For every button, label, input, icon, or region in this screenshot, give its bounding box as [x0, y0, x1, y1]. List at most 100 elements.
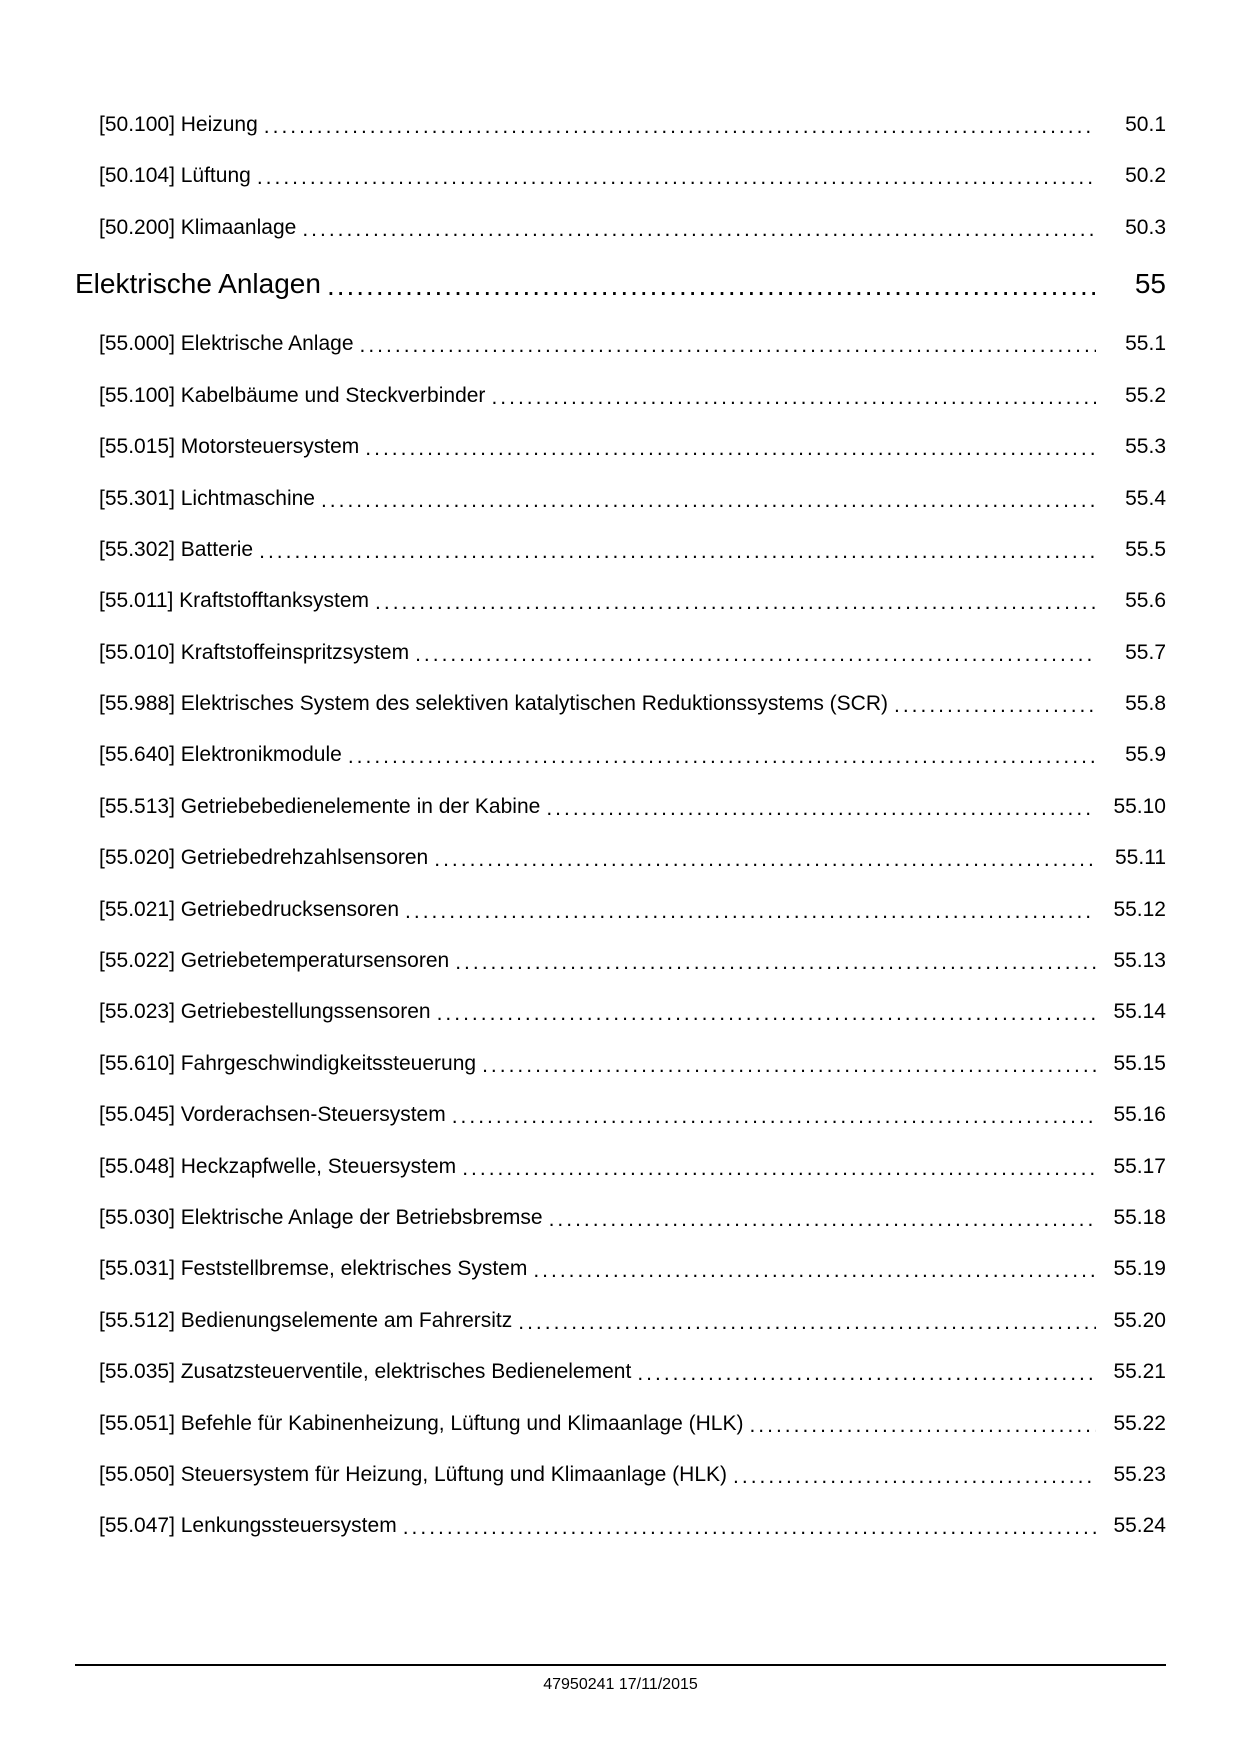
toc-sub-row: [55.301] Lichtmaschine .................… — [75, 484, 1166, 513]
toc-leader-dots: ........................................… — [296, 215, 1096, 244]
toc-entry-label: [55.010] Kraftstoffeinspritzsystem — [99, 638, 409, 667]
toc-entry-label: [55.051] Befehle für Kabinenheizung, Lüf… — [99, 1409, 743, 1438]
toc-leader-dots: ........................................… — [354, 331, 1096, 360]
toc-entry-page: 55.18 — [1096, 1203, 1166, 1232]
toc-sub-row: [55.010] Kraftstoffeinspritzsystem .....… — [75, 638, 1166, 667]
toc-leader-dots: ........................................… — [449, 948, 1096, 977]
toc-sub-row: [55.022] Getriebetemperatursensoren ....… — [75, 946, 1166, 975]
toc-entry-label: [55.035] Zusatzsteuerventile, elektrisch… — [99, 1357, 631, 1386]
toc-entry-page: 55.5 — [1096, 535, 1166, 564]
toc-entry-label: [55.301] Lichtmaschine — [99, 484, 315, 513]
toc-entry-page: 55.8 — [1096, 689, 1166, 718]
toc-sub-row: [55.640] Elektronikmodule ..............… — [75, 740, 1166, 769]
toc-entry-page: 55.1 — [1096, 329, 1166, 358]
table-of-contents: [50.100] Heizung .......................… — [75, 110, 1166, 1541]
toc-entry-label: [55.988] Elektrisches System des selekti… — [99, 689, 888, 718]
toc-leader-dots: ........................................… — [251, 163, 1096, 192]
toc-entry-page: 55.20 — [1096, 1306, 1166, 1335]
toc-entry-page: 55.15 — [1096, 1049, 1166, 1078]
toc-entry-label: [55.302] Batterie — [99, 535, 253, 564]
footer-rule — [75, 1664, 1166, 1666]
toc-entry-label: [55.513] Getriebebedienelemente in der K… — [99, 792, 540, 821]
toc-entry-label: [55.640] Elektronikmodule — [99, 740, 342, 769]
toc-entry-label: [55.020] Getriebedrehzahlsensoren — [99, 843, 428, 872]
toc-leader-dots: ........................................… — [253, 537, 1096, 566]
toc-entry-label: [50.104] Lüftung — [99, 161, 251, 190]
toc-entry-page: 55.3 — [1096, 432, 1166, 461]
toc-entry-label: [55.045] Vorderachsen-Steuersystem — [99, 1100, 446, 1129]
toc-leader-dots: ........................................… — [456, 1154, 1096, 1183]
toc-section-row: Elektrische Anlagen ....................… — [75, 264, 1166, 303]
toc-entry-page: 55.4 — [1096, 484, 1166, 513]
toc-entry-label: [55.048] Heckzapfwelle, Steuersystem — [99, 1152, 456, 1181]
toc-leader-dots: ........................................… — [727, 1462, 1096, 1491]
toc-entry-label: [55.031] Feststellbremse, elektrisches S… — [99, 1254, 527, 1283]
toc-entry-page: 55.13 — [1096, 946, 1166, 975]
toc-leader-dots: ........................................… — [743, 1411, 1096, 1440]
toc-sub-row: [55.047] Lenkungssteuersystem ..........… — [75, 1511, 1166, 1540]
toc-entry-page: 55.23 — [1096, 1460, 1166, 1489]
toc-leader-dots: ........................................… — [543, 1205, 1096, 1234]
toc-leader-dots: ........................................… — [540, 794, 1096, 823]
toc-entry-label: [55.050] Steuersystem für Heizung, Lüftu… — [99, 1460, 727, 1489]
toc-leader-dots: ........................................… — [631, 1359, 1096, 1388]
toc-entry-label: [55.047] Lenkungssteuersystem — [99, 1511, 397, 1540]
toc-entry-label: [50.100] Heizung — [99, 110, 258, 139]
toc-entry-page: 55.24 — [1096, 1511, 1166, 1540]
toc-entry-label: [55.015] Motorsteuersystem — [99, 432, 359, 461]
toc-leader-dots: ........................................… — [359, 434, 1096, 463]
toc-leader-dots: ........................................… — [369, 588, 1096, 617]
toc-leader-dots: ........................................… — [342, 742, 1096, 771]
toc-entry-page: 55.9 — [1096, 740, 1166, 769]
toc-leader-dots: ........................................… — [321, 266, 1096, 305]
toc-sub-row: [55.023] Getriebestellungssensoren .....… — [75, 997, 1166, 1026]
toc-sub-row: [55.031] Feststellbremse, elektrisches S… — [75, 1254, 1166, 1283]
toc-sub-row: [55.988] Elektrisches System des selekti… — [75, 689, 1166, 718]
toc-sub-row: [55.302] Batterie ......................… — [75, 535, 1166, 564]
toc-sub-row: [55.050] Steuersystem für Heizung, Lüftu… — [75, 1460, 1166, 1489]
toc-sub-row: [55.030] Elektrische Anlage der Betriebs… — [75, 1203, 1166, 1232]
toc-entry-label: [55.011] Kraftstofftanksystem — [99, 586, 369, 615]
footer-text: 47950241 17/11/2015 — [0, 1676, 1241, 1694]
toc-entry-page: 55.16 — [1096, 1100, 1166, 1129]
toc-entry-page: 55.10 — [1096, 792, 1166, 821]
toc-sub-row: [55.000] Elektrische Anlage ............… — [75, 329, 1166, 358]
toc-leader-dots: ........................................… — [476, 1051, 1096, 1080]
toc-entry-label: [50.200] Klimaanlage — [99, 213, 296, 242]
toc-leader-dots: ........................................… — [315, 486, 1096, 515]
toc-entry-label: Elektrische Anlagen — [75, 264, 321, 303]
toc-leader-dots: ........................................… — [527, 1256, 1096, 1285]
toc-leader-dots: ........................................… — [428, 845, 1096, 874]
toc-entry-label: [55.021] Getriebedrucksensoren — [99, 895, 399, 924]
toc-sub-row: [55.610] Fahrgeschwindigkeitssteuerung .… — [75, 1049, 1166, 1078]
toc-sub-row: [55.021] Getriebedrucksensoren .........… — [75, 895, 1166, 924]
toc-entry-page: 50.2 — [1096, 161, 1166, 190]
toc-leader-dots: ........................................… — [446, 1102, 1096, 1131]
toc-entry-label: [55.030] Elektrische Anlage der Betriebs… — [99, 1203, 543, 1232]
toc-sub-row: [55.100] Kabelbäume und Steckverbinder .… — [75, 381, 1166, 410]
toc-entry-label: [55.610] Fahrgeschwindigkeitssteuerung — [99, 1049, 476, 1078]
toc-entry-label: [55.100] Kabelbäume und Steckverbinder — [99, 381, 485, 410]
toc-entry-label: [55.000] Elektrische Anlage — [99, 329, 354, 358]
toc-entry-label: [55.022] Getriebetemperatursensoren — [99, 946, 449, 975]
toc-sub-row: [55.020] Getriebedrehzahlsensoren ......… — [75, 843, 1166, 872]
toc-sub-row: [55.011] Kraftstofftanksystem ..........… — [75, 586, 1166, 615]
toc-entry-label: [55.023] Getriebestellungssensoren — [99, 997, 431, 1026]
toc-entry-page: 55.6 — [1096, 586, 1166, 615]
toc-leader-dots: ........................................… — [399, 897, 1096, 926]
toc-sub-row: [55.045] Vorderachsen-Steuersystem .....… — [75, 1100, 1166, 1129]
toc-entry-page: 55.2 — [1096, 381, 1166, 410]
toc-entry-page: 55.12 — [1096, 895, 1166, 924]
toc-entry-page: 50.1 — [1096, 110, 1166, 139]
toc-entry-page: 55.7 — [1096, 638, 1166, 667]
toc-sub-row: [55.015] Motorsteuersystem .............… — [75, 432, 1166, 461]
toc-entry-page: 55.21 — [1096, 1357, 1166, 1386]
toc-entry-page: 50.3 — [1096, 213, 1166, 242]
toc-sub-row: [55.035] Zusatzsteuerventile, elektrisch… — [75, 1357, 1166, 1386]
toc-entry-page: 55.22 — [1096, 1409, 1166, 1438]
page: [50.100] Heizung .......................… — [0, 0, 1241, 1754]
toc-leader-dots: ........................................… — [431, 999, 1096, 1028]
toc-leader-dots: ........................................… — [485, 383, 1096, 412]
toc-sub-row: [55.512] Bedienungselemente am Fahrersit… — [75, 1306, 1166, 1335]
toc-leader-dots: ........................................… — [397, 1513, 1096, 1542]
